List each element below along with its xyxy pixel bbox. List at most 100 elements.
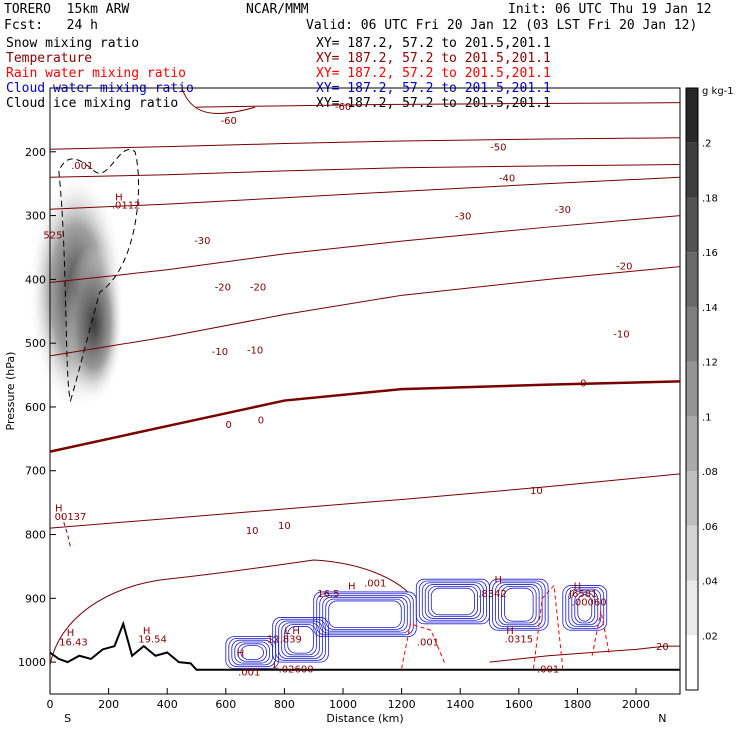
isotherm--20 (49, 215, 681, 284)
cloud-water-contour (415, 578, 490, 625)
isotherm--50 (49, 137, 681, 150)
y-tick-label: 700 (25, 465, 46, 478)
isotherm-top (181, 87, 256, 114)
cloud-water-contour (319, 595, 411, 634)
isotherm--30 (49, 176, 681, 210)
cloud-water-contour (278, 620, 323, 659)
extremum-label: H (495, 575, 503, 586)
y-tick-label: 1000 (18, 656, 46, 669)
field-name: Rain water mixing ratio (6, 66, 187, 81)
contour-label: 10 (246, 526, 259, 537)
extremum-label: H (574, 582, 582, 593)
y-tick-label: 200 (25, 146, 46, 159)
colorbar-tick-label: .18 (702, 193, 718, 204)
cloud-water-contour (281, 622, 320, 658)
cloud-water-contour (328, 600, 402, 628)
cloud-water-contour (240, 645, 264, 660)
isotherm--10 (49, 266, 681, 357)
contour-label: -60 (221, 116, 237, 127)
cloud-water-contour (322, 596, 408, 632)
x-tick-label: 1200 (388, 698, 416, 711)
cloud-water-contour (421, 582, 484, 621)
valid-time: Valid: 06 UTC Fri 20 Jan 12 (03 LST Fri … (306, 18, 698, 33)
center-title: NCAR/MMM (246, 2, 309, 17)
colorbar-tick-label: .2 (702, 139, 712, 150)
extremum-label: .001 (417, 638, 439, 649)
contour-label: 0 (580, 379, 586, 390)
colorbar-tick-label: .1 (702, 412, 712, 423)
x-axis-label: Distance (km) (326, 712, 403, 725)
south-label: S (64, 712, 71, 725)
extremum-label: H (348, 582, 356, 593)
colorbar-segment (686, 635, 698, 690)
extremum-label: 19.54 (138, 635, 167, 646)
contour-label: -10 (247, 346, 263, 357)
cloud-water-contour (275, 618, 326, 661)
terrain-line (49, 620, 680, 671)
extremum-label: .001 (537, 664, 559, 675)
field-name: Cloud ice mixing ratio (6, 96, 179, 111)
cloud-water-contour (430, 587, 475, 616)
contour-label: -20 (215, 282, 231, 293)
y-tick-label: 800 (25, 529, 46, 542)
field-xy: XY= 187.2, 57.2 to 201.5,201.1 (316, 36, 551, 51)
colorbar-frame (685, 87, 699, 691)
field-name: Snow mixing ratio (6, 36, 140, 51)
isotherm-low (49, 559, 408, 666)
extremum-label: 16.5 (317, 589, 339, 600)
rain-contour (591, 610, 611, 656)
x-tick-label: 400 (157, 698, 178, 711)
field-xy: XY= 187.2, 57.2 to 201.5,201.1 (316, 96, 551, 111)
x-tick-label: 1000 (329, 698, 357, 711)
cloud-water-contour (562, 585, 608, 631)
cloud-water-contour (495, 582, 543, 628)
extremum-label: 16.43 (59, 638, 88, 649)
cloud-water-contour (577, 594, 593, 622)
cloud-water-contour (492, 580, 546, 629)
rain-contour (401, 623, 447, 669)
isotherm-10 (49, 473, 681, 529)
colorbar-segment (686, 252, 698, 307)
cloud-water-contour (504, 587, 534, 622)
isotherm-20 (489, 645, 680, 663)
extremum-label: .0315 (505, 635, 534, 646)
field-xy: XY= 187.2, 57.2 to 201.5,201.1 (316, 66, 551, 81)
extremum-label: .001 (238, 668, 260, 679)
contour-label: -60 (335, 102, 351, 113)
contour-label: -30 (555, 205, 571, 216)
extremum-label: 525 (43, 231, 62, 242)
x-tick-label: 1400 (446, 698, 474, 711)
extremum-label: J6581 (568, 589, 597, 600)
contour-label: 0 (226, 420, 232, 431)
contour-label: -20 (616, 261, 632, 272)
colorbar-segment (686, 525, 698, 581)
extremum-label: .001 (364, 578, 386, 589)
colorbar-tick-label: .02 (702, 631, 718, 642)
colorbar-segment (686, 416, 698, 472)
cloud-water-contour (418, 580, 487, 623)
extremum-label: .001 (71, 161, 93, 172)
plot-frame (49, 87, 681, 695)
extremum-label: .0112 (112, 201, 141, 212)
extremum-label: H (67, 628, 75, 639)
cloud-water-contour (424, 584, 481, 619)
y-axis-label: Pressure (hPa) (4, 352, 17, 431)
extremum-label: L (285, 626, 291, 637)
cloud-water-contour (501, 585, 537, 624)
extremum-label: H (506, 626, 514, 637)
cloud-water-contour (237, 643, 267, 662)
extremum-label: H (115, 192, 123, 203)
rain-contour (532, 584, 564, 669)
isotherm--40 (49, 164, 681, 178)
contour-label: 10 (278, 521, 291, 532)
extremum-label: H (55, 504, 63, 515)
colorbar-segment (686, 471, 698, 526)
contour-label: -50 (490, 143, 506, 154)
colorbar-tick-label: .14 (702, 303, 718, 314)
x-tick-label: 200 (98, 698, 119, 711)
isotherm--60 (196, 102, 681, 108)
y-tick-label: 600 (25, 401, 46, 414)
extremum-label: H (237, 649, 245, 660)
cloud-water-contour (316, 593, 414, 636)
extremum-label: .02600 (279, 664, 314, 675)
